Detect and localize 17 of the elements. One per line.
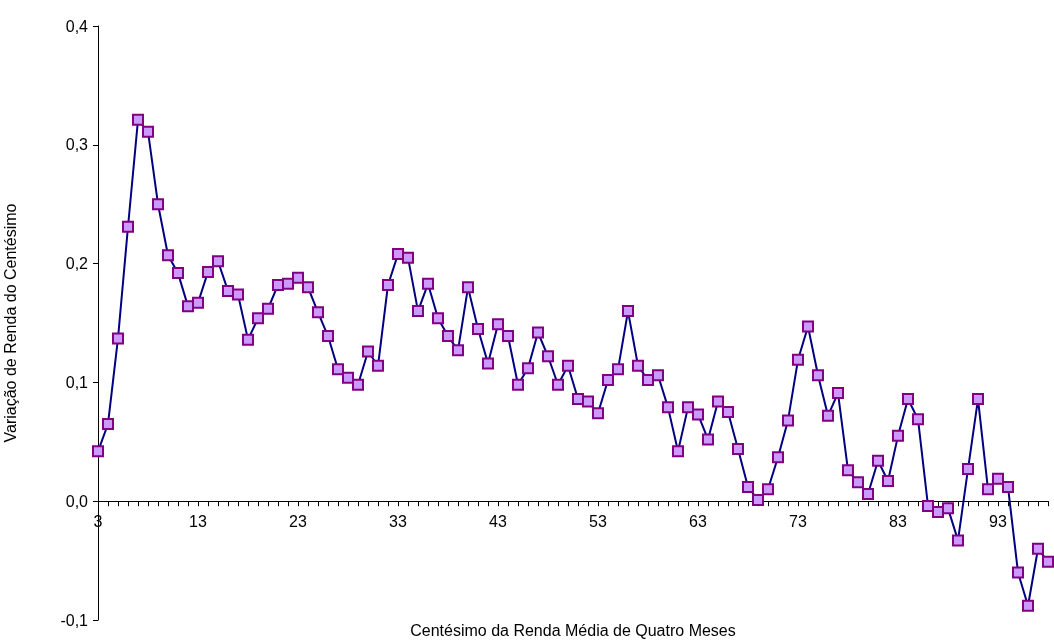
x-axis-title: Centésimo da Renda Média de Quatro Meses (410, 621, 736, 639)
x-tick-label: 13 (189, 512, 207, 530)
y-tick-label: 0,0 (65, 492, 89, 510)
x-tick-label: 73 (789, 512, 807, 530)
x-tick-label: 23 (289, 512, 307, 530)
x-tick-label: 53 (589, 512, 607, 530)
y-tick-label: -0,1 (60, 611, 89, 629)
y-axis-title: Variação de Renda do Centésimo (1, 203, 19, 443)
y-tick-label: 0,2 (65, 255, 89, 273)
y-tick-label: 0,1 (65, 373, 89, 391)
x-tick-label: 93 (989, 512, 1007, 530)
y-tick-label: 0,3 (65, 136, 89, 154)
y-tick-label: 0,4 (65, 17, 89, 35)
x-tick-label: 33 (389, 512, 407, 530)
x-tick-label: 63 (689, 512, 707, 530)
x-tick-label: 43 (489, 512, 507, 530)
x-tick-label: 83 (889, 512, 907, 530)
